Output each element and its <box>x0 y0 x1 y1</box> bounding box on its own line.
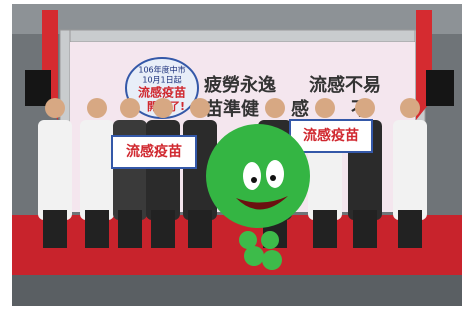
person-head <box>120 98 140 118</box>
pupil <box>270 175 276 181</box>
truss <box>60 30 425 42</box>
person-legs <box>151 210 175 248</box>
person-legs <box>43 210 67 248</box>
sign-text: 流感疫苗 <box>126 143 182 160</box>
badge-text: 10月1日起 <box>142 76 181 85</box>
person-head <box>400 98 420 118</box>
speaker <box>426 70 454 106</box>
eye <box>266 160 284 188</box>
floor <box>12 270 462 306</box>
balloon <box>244 246 264 266</box>
slogan: 流感不易 <box>309 74 381 96</box>
person-legs <box>353 210 377 248</box>
person-body <box>80 120 114 220</box>
person-head <box>265 98 285 118</box>
slogan: 苗準健 <box>205 98 259 120</box>
person-head <box>190 98 210 118</box>
person-legs <box>85 210 109 248</box>
slogan: 疲勞永逸 <box>204 74 276 96</box>
balloon <box>239 231 257 249</box>
red-carpet <box>12 215 462 275</box>
speaker <box>25 70 51 106</box>
photo: 106年度中市 10月1日起 流感疫苗 開打了! 疲勞永逸 流感不易 苗準健 感… <box>0 0 464 309</box>
person-head <box>315 98 335 118</box>
pupil <box>251 177 257 183</box>
person-body <box>393 120 427 220</box>
person-head <box>153 98 173 118</box>
person-legs <box>188 210 212 248</box>
eye <box>243 162 261 190</box>
person-head <box>87 98 107 118</box>
balloon <box>262 250 282 270</box>
person-body <box>38 120 72 220</box>
page: 106年度中市 10月1日起 流感疫苗 開打了! 疲勞永逸 流感不易 苗準健 感… <box>0 0 464 309</box>
badge-text: 106年度中市 <box>138 65 185 75</box>
person-legs <box>118 210 142 248</box>
sign-text: 流感疫苗 <box>303 127 359 144</box>
person-head <box>355 98 375 118</box>
person-legs <box>398 210 422 248</box>
person-head <box>45 98 65 118</box>
person-legs <box>313 210 337 248</box>
slogan: 感 <box>291 98 309 120</box>
balloon <box>261 231 279 249</box>
badge-text: 流感疫苗 <box>138 85 186 100</box>
